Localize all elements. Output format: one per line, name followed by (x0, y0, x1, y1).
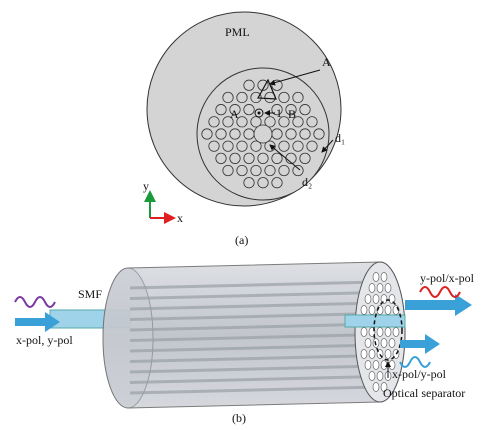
air-hole (244, 178, 254, 188)
air-hole (209, 117, 219, 127)
air-hole (307, 141, 317, 151)
end-hole (369, 372, 375, 381)
large-hole (254, 125, 272, 143)
end-hole (393, 328, 399, 337)
air-hole (272, 178, 282, 188)
output-top-label: y-pol/x-pol (420, 271, 475, 285)
caption-a: (a) (235, 233, 248, 247)
end-hole (381, 339, 387, 348)
end-hole (373, 383, 379, 392)
separator-label: Optical separator (383, 386, 465, 400)
air-hole (202, 129, 212, 139)
end-hole (365, 361, 371, 370)
air-hole (300, 153, 310, 163)
input-label: x-pol, y-pol (16, 333, 73, 347)
air-hole (237, 165, 247, 175)
output-bottom-label: x-pol/y-pol (392, 367, 447, 381)
end-hole (385, 328, 391, 337)
end-hole (373, 273, 379, 282)
axis-x-label: x (177, 211, 183, 225)
air-hole (258, 178, 268, 188)
air-hole (279, 92, 289, 102)
air-hole (265, 165, 275, 175)
label-d1: d₁ (335, 131, 345, 145)
end-hole (365, 339, 371, 348)
air-hole (279, 165, 289, 175)
air-hole (293, 92, 303, 102)
label-a-left: A (230, 107, 239, 121)
end-hole (377, 328, 383, 337)
end-hole (377, 372, 383, 381)
air-hole (251, 165, 261, 175)
label-core: 1 (276, 106, 282, 120)
end-hole (369, 284, 375, 293)
air-hole (216, 129, 226, 139)
air-hole (223, 165, 233, 175)
air-hole (300, 129, 310, 139)
air-hole (216, 153, 226, 163)
air-hole (216, 104, 226, 114)
smf-label: SMF (78, 287, 102, 301)
end-hole (377, 284, 383, 293)
fiber-3d: SMF x-pol, y-pol y-pol/x-pol x-pol/y-pol… (15, 262, 475, 425)
end-hole (373, 361, 379, 370)
end-hole (385, 350, 391, 359)
output-arrow-bottom (400, 334, 440, 354)
end-hole (385, 306, 391, 315)
end-hole (389, 339, 395, 348)
end-hole (373, 295, 379, 304)
air-hole (244, 153, 254, 163)
air-hole (272, 153, 282, 163)
air-hole (286, 129, 296, 139)
air-hole (307, 117, 317, 127)
label-b: B (288, 107, 296, 121)
end-hole (369, 350, 375, 359)
output-wave-bottom (400, 357, 430, 367)
air-hole (230, 129, 240, 139)
air-hole (279, 141, 289, 151)
air-hole (272, 129, 282, 139)
air-hole (230, 153, 240, 163)
air-hole (209, 141, 219, 151)
core-center (258, 112, 261, 115)
air-hole (244, 129, 254, 139)
end-hole (361, 328, 367, 337)
air-hole (244, 80, 254, 90)
air-hole (314, 129, 324, 139)
air-hole (258, 153, 268, 163)
end-hole (365, 295, 371, 304)
air-hole (244, 104, 254, 114)
air-hole (223, 141, 233, 151)
figure: PML A A B 1 d₁ d₂ y x (a) SMF (0, 0, 483, 430)
air-hole (223, 92, 233, 102)
air-hole (237, 141, 247, 151)
air-hole (300, 104, 310, 114)
label-a-top: A (322, 55, 331, 69)
end-hole (381, 361, 387, 370)
input-wave (15, 297, 55, 307)
end-hole (361, 306, 367, 315)
caption-b: (b) (232, 411, 246, 425)
end-hole (361, 350, 367, 359)
end-hole (381, 273, 387, 282)
label-d2: d₂ (302, 175, 312, 189)
output-wave-top (420, 287, 460, 297)
pml-label: PML (225, 25, 250, 39)
air-hole (237, 92, 247, 102)
air-hole (293, 141, 303, 151)
end-hole (369, 306, 375, 315)
axis-y-label: y (143, 179, 149, 193)
end-hole (385, 284, 391, 293)
output-arrow-top (405, 294, 472, 316)
